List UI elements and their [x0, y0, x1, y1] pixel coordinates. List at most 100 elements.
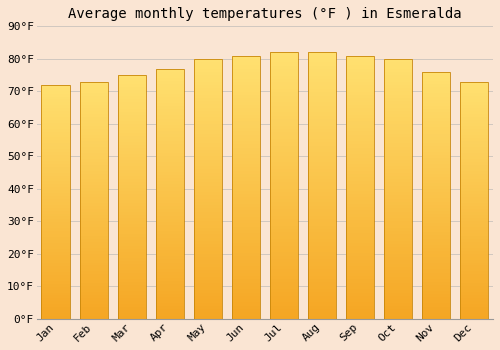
Bar: [80, 215, 108, 218]
Bar: [80, 274, 108, 277]
Bar: [384, 215, 412, 218]
Bar: [80, 301, 108, 304]
Bar: [156, 181, 184, 184]
Bar: [232, 260, 260, 263]
Bar: [346, 309, 374, 312]
Bar: [460, 239, 488, 242]
Bar: [384, 111, 412, 114]
Bar: [270, 126, 298, 129]
Bar: [232, 256, 260, 260]
Bar: [384, 69, 412, 72]
Bar: [194, 205, 222, 208]
Bar: [460, 257, 488, 260]
Bar: [232, 125, 260, 128]
Bar: [346, 302, 374, 306]
Bar: [194, 169, 222, 173]
Bar: [308, 62, 336, 65]
Bar: [118, 169, 146, 173]
Bar: [42, 175, 70, 178]
Bar: [270, 116, 298, 119]
Bar: [308, 159, 336, 162]
Bar: [308, 96, 336, 99]
Bar: [156, 188, 184, 191]
Bar: [232, 167, 260, 171]
Bar: [460, 292, 488, 295]
Bar: [42, 293, 70, 295]
Bar: [270, 72, 298, 76]
Bar: [80, 227, 108, 230]
Bar: [194, 59, 222, 319]
Bar: [384, 195, 412, 198]
Bar: [460, 286, 488, 289]
Bar: [42, 234, 70, 237]
Bar: [346, 306, 374, 309]
Bar: [384, 225, 412, 228]
Bar: [194, 270, 222, 273]
Bar: [42, 295, 70, 299]
Bar: [422, 241, 450, 245]
Bar: [156, 93, 184, 97]
Bar: [118, 264, 146, 267]
Bar: [118, 203, 146, 206]
Bar: [384, 163, 412, 166]
Bar: [80, 82, 108, 319]
Bar: [384, 286, 412, 290]
Bar: [384, 205, 412, 208]
Bar: [118, 84, 146, 87]
Bar: [156, 228, 184, 231]
Bar: [384, 218, 412, 221]
Bar: [80, 266, 108, 268]
Bar: [194, 147, 222, 150]
Bar: [80, 307, 108, 310]
Bar: [118, 194, 146, 197]
Bar: [80, 242, 108, 245]
Bar: [118, 106, 146, 108]
Bar: [42, 225, 70, 228]
Bar: [42, 254, 70, 258]
Bar: [42, 126, 70, 129]
Bar: [460, 82, 488, 319]
Bar: [422, 226, 450, 229]
Bar: [42, 184, 70, 187]
Bar: [80, 180, 108, 182]
Bar: [232, 223, 260, 227]
Bar: [232, 184, 260, 187]
Bar: [194, 137, 222, 140]
Bar: [194, 127, 222, 130]
Bar: [194, 166, 222, 169]
Bar: [232, 316, 260, 319]
Bar: [270, 132, 298, 135]
Bar: [460, 156, 488, 159]
Bar: [118, 148, 146, 151]
Bar: [308, 156, 336, 159]
Bar: [422, 279, 450, 282]
Bar: [346, 289, 374, 293]
Bar: [422, 316, 450, 319]
Bar: [42, 228, 70, 231]
Bar: [384, 78, 412, 82]
Bar: [308, 186, 336, 189]
Bar: [422, 245, 450, 248]
Bar: [232, 56, 260, 319]
Bar: [384, 270, 412, 273]
Bar: [308, 172, 336, 176]
Bar: [156, 184, 184, 188]
Bar: [232, 59, 260, 62]
Bar: [194, 218, 222, 221]
Bar: [80, 233, 108, 236]
Bar: [270, 275, 298, 279]
Bar: [308, 135, 336, 139]
Bar: [194, 273, 222, 276]
Bar: [308, 256, 336, 259]
Bar: [346, 246, 374, 250]
Bar: [156, 134, 184, 138]
Bar: [384, 176, 412, 179]
Bar: [42, 290, 70, 293]
Bar: [42, 149, 70, 152]
Bar: [270, 56, 298, 59]
Bar: [460, 268, 488, 271]
Bar: [156, 69, 184, 319]
Bar: [232, 131, 260, 134]
Bar: [156, 119, 184, 122]
Bar: [194, 257, 222, 260]
